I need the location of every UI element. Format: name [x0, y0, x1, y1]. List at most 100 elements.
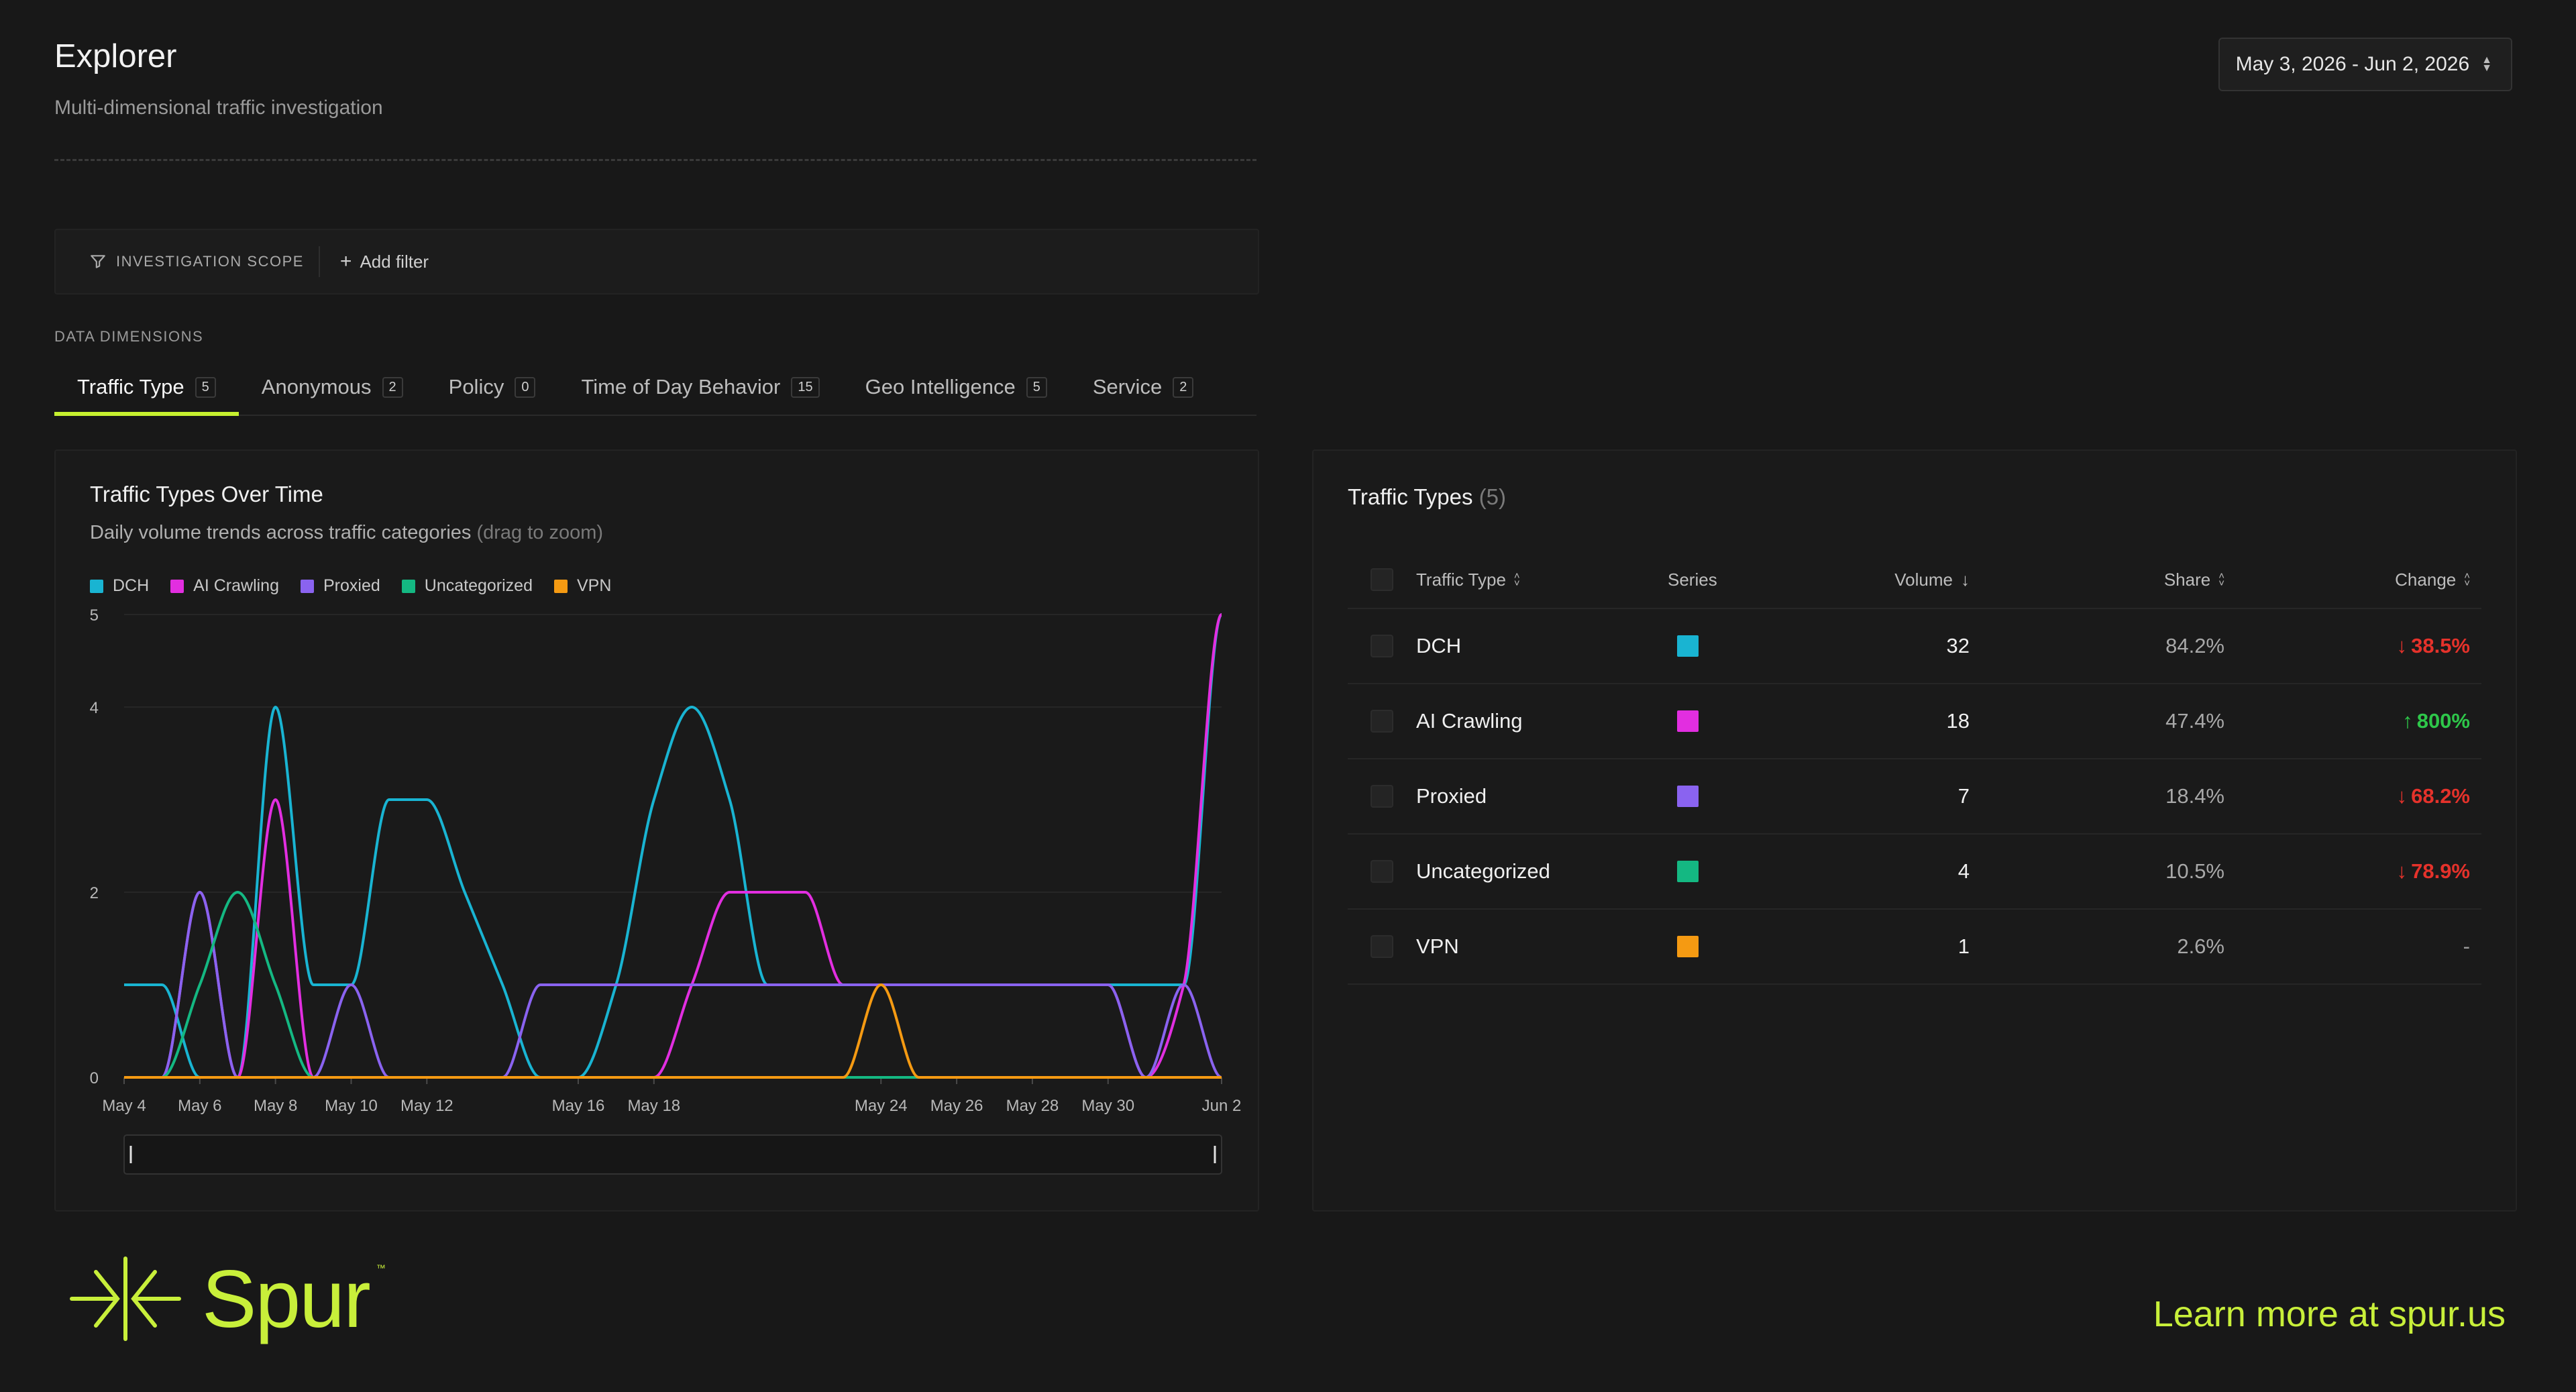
trademark: ™ [376, 1263, 386, 1273]
row-checkbox[interactable] [1371, 785, 1393, 808]
tab-label: Anonymous [261, 375, 372, 398]
table-row[interactable]: Proxied 7 18.4% ↓ 68.2% [1348, 759, 2481, 835]
sort-icon: ˄ ˅ [1513, 570, 1520, 589]
share-cell: 2.6% [2177, 934, 2224, 958]
data-dimensions-label: DATA DIMENSIONS [54, 328, 204, 345]
tab-label: Geo Intelligence [865, 375, 1016, 398]
chart-subtitle: Daily volume trends across traffic categ… [90, 522, 603, 544]
tab-geo-intelligence[interactable]: Geo Intelligence 5 [843, 360, 1070, 415]
share-cell: 84.2% [2165, 634, 2224, 657]
table-title-text: Traffic Types [1348, 484, 1473, 509]
series-line-ai-crawling [123, 613, 1223, 1079]
row-checkbox[interactable] [1371, 860, 1393, 883]
header-volume[interactable]: Volume ↓ [1835, 570, 1970, 590]
series-swatch [1677, 786, 1699, 807]
x-tick-label: May 18 [627, 1097, 680, 1115]
traffic-type-cell: VPN [1416, 934, 1459, 958]
x-tick-label: May 10 [325, 1097, 378, 1115]
tab-anonymous[interactable]: Anonymous 2 [239, 360, 426, 415]
legend-item[interactable]: VPN [553, 576, 611, 596]
row-checkbox[interactable] [1371, 935, 1393, 958]
select-all-checkbox[interactable] [1371, 568, 1393, 591]
tab-policy[interactable]: Policy 0 [426, 360, 559, 415]
filter-icon [91, 255, 105, 268]
header-traffic-type[interactable]: Traffic Type ˄ ˅ [1416, 570, 1668, 590]
legend-label: AI Crawling [193, 576, 279, 595]
header-change[interactable]: Change ˄ ˅ [2224, 570, 2470, 590]
traffic-type-cell: Uncategorized [1416, 859, 1550, 883]
volume-cell: 18 [1946, 709, 1970, 733]
traffic-chart-panel[interactable]: Traffic Types Over Time Daily volume tre… [54, 449, 1259, 1212]
header-volume-label: Volume [1894, 569, 1953, 590]
table-count: (5) [1479, 484, 1506, 509]
y-tick-label: 4 [90, 699, 99, 717]
investigation-scope-bar: INVESTIGATION SCOPE + Add filter [54, 229, 1259, 295]
line-chart[interactable]: 0 2 4 5 May 4 May 6 May 8 May 10 May 12 May 16 May… [56, 451, 1258, 1210]
sort-icon: ˄ ˅ [2218, 570, 2224, 589]
header-share-label: Share [2163, 569, 2211, 590]
table-row[interactable]: Uncategorized 4 10.5% ↓ 78.9% [1348, 835, 2481, 910]
table-title: Traffic Types (5) [1348, 484, 1506, 510]
arrow-down-icon: ↓ [1961, 569, 1970, 590]
chart-legend: DCH AI Crawling Proxied Uncategorized VPN [90, 576, 611, 596]
change-cell: ↓ 68.2% [2224, 784, 2470, 808]
change-cell: ↓ 78.9% [2224, 859, 2470, 884]
series-cell [1668, 635, 1835, 657]
legend-item[interactable]: DCH [90, 576, 149, 596]
chart-subtitle-text: Daily volume trends across traffic categ… [90, 522, 472, 543]
row-checkbox[interactable] [1371, 710, 1393, 733]
tab-traffic-type[interactable]: Traffic Type 5 [54, 360, 239, 416]
tab-service[interactable]: Service 2 [1070, 360, 1217, 415]
x-tick-label: Jun 2 [1202, 1097, 1242, 1115]
table-body: DCH 32 84.2% ↓ 38.5% AI Crawling 18 47.4% ↑ 800% P… [1348, 609, 2481, 985]
legend-swatch [301, 579, 314, 593]
add-filter-button[interactable]: + Add filter [340, 250, 429, 273]
header-change-label: Change [2395, 569, 2457, 590]
legend-item[interactable]: AI Crawling [170, 576, 279, 596]
tab-label: Policy [448, 375, 504, 398]
tab-count-badge: 0 [515, 376, 536, 398]
change-value: 38.5% [2411, 634, 2470, 657]
legend-item[interactable]: Proxied [301, 576, 380, 596]
y-tick-label: 2 [90, 884, 99, 902]
checkbox-cell [1348, 935, 1416, 958]
table-row[interactable]: DCH 32 84.2% ↓ 38.5% [1348, 609, 2481, 684]
traffic-type-cell: DCH [1416, 634, 1462, 657]
date-range-picker[interactable]: May 3, 2026 - Jun 2, 2026 ▲ ▼ [2218, 38, 2512, 91]
learn-more-link[interactable]: Learn more at spur.us [2153, 1294, 2506, 1334]
tab-count-badge: 5 [195, 376, 216, 398]
header-share[interactable]: Share ˄ ˅ [1970, 570, 2224, 590]
arrow-down-icon: ↓ [2396, 634, 2408, 657]
chevron-up-down-icon: ▲ ▼ [2481, 54, 2492, 74]
y-tick-label: 0 [90, 1069, 99, 1087]
series-line-dch [124, 613, 1223, 1079]
x-tick-label: May 24 [855, 1097, 908, 1115]
series-swatch [1677, 861, 1699, 882]
table-row[interactable]: AI Crawling 18 47.4% ↑ 800% [1348, 684, 2481, 759]
traffic-types-panel: Traffic Types (5) Traffic Type ˄ ˅ Series… [1312, 449, 2517, 1212]
change-value: 800% [2416, 709, 2470, 733]
tab-time-of-day-behavior[interactable]: Time of Day Behavior 15 [558, 360, 842, 415]
legend-swatch [90, 579, 103, 593]
zoom-brush[interactable] [123, 1134, 1222, 1175]
row-checkbox[interactable] [1371, 635, 1393, 657]
spur-wordmark-text: Spur [202, 1253, 371, 1344]
legend-item[interactable]: Uncategorized [401, 576, 533, 596]
legend-label: DCH [113, 576, 150, 595]
legend-label: Uncategorized [424, 576, 533, 595]
change-cell: - [2224, 934, 2470, 959]
header-traffic-type-label: Traffic Type [1416, 569, 1506, 590]
series-cell [1668, 786, 1835, 807]
checkbox-cell [1348, 860, 1416, 883]
share-cell: 18.4% [2165, 784, 2224, 808]
page-subtitle: Multi-dimensional traffic investigation [54, 97, 383, 119]
x-tick-label: May 26 [930, 1097, 983, 1115]
change-cell: ↓ 38.5% [2224, 634, 2470, 658]
table-row[interactable]: VPN 1 2.6% - [1348, 910, 2481, 985]
arrow-down-icon: ↓ [2396, 859, 2408, 883]
legend-swatch [170, 579, 184, 593]
header-divider [54, 159, 1256, 161]
x-tick-label: May 4 [102, 1097, 146, 1115]
header-series: Series [1668, 569, 1717, 590]
table-header-row: Traffic Type ˄ ˅ Series Volume ↓ Share ˄ ˅… [1348, 551, 2481, 609]
